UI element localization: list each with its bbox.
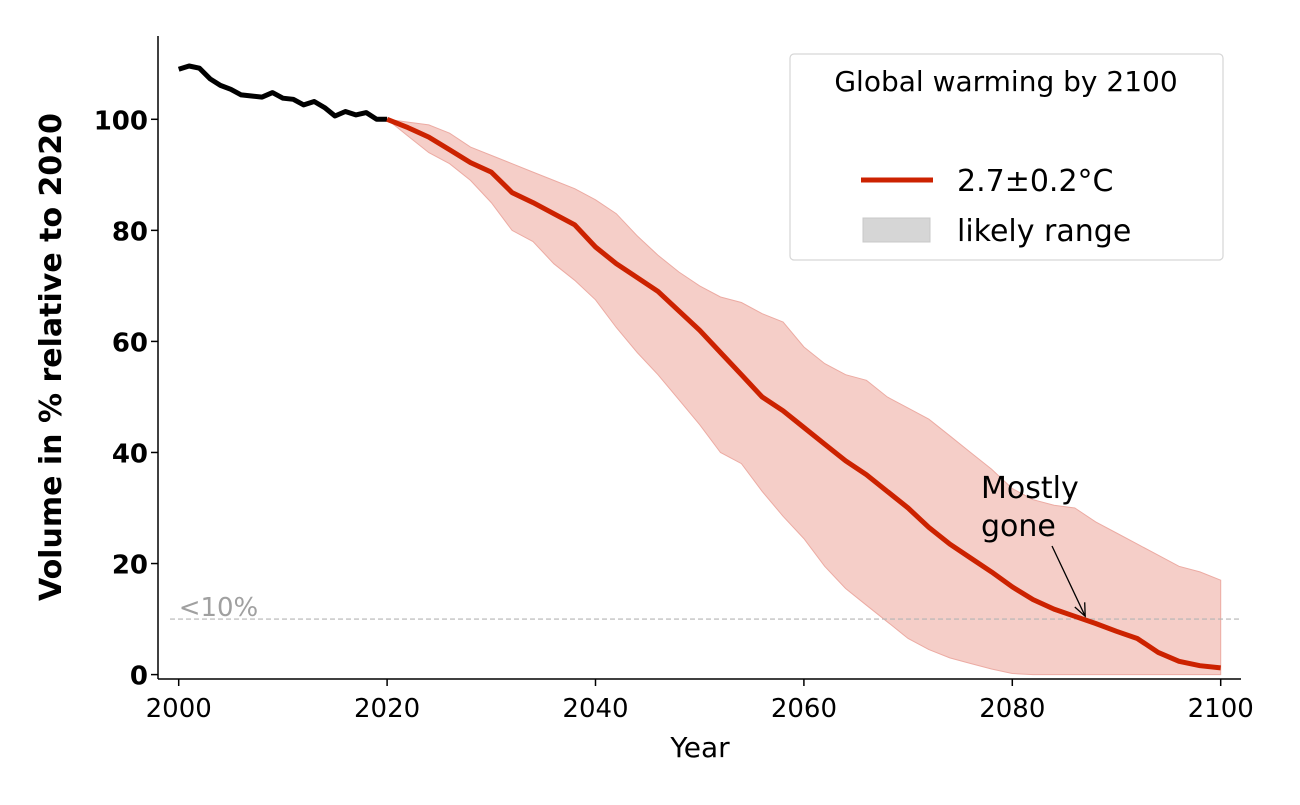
annotation-arrow	[1051, 545, 1086, 617]
y-tick-label: 20	[112, 551, 148, 581]
x-tick-label: 2020	[354, 694, 420, 724]
annotation-line-1: Mostly	[981, 471, 1079, 506]
annotation-arrowhead	[1074, 602, 1086, 618]
legend-swatch-likely-range	[862, 217, 931, 243]
x-tick-label: 2000	[146, 694, 212, 724]
legend-label-projection: 2.7±0.2°C	[957, 164, 1114, 199]
y-axis-title: Volume in % relative to 2020	[34, 113, 69, 601]
legend-title: Global warming by 2100	[834, 65, 1177, 98]
x-axis-title: Year	[669, 731, 730, 764]
annotation-line-2: gone	[981, 509, 1056, 544]
x-tick-label: 2100	[1188, 694, 1254, 724]
threshold-label: <10%	[179, 593, 259, 623]
legend-frame	[789, 53, 1224, 261]
legend: Global warming by 2100 2.7±0.2°C likely …	[789, 53, 1224, 261]
historical-line	[177, 63, 388, 122]
y-tick-label: 60	[112, 328, 148, 358]
likely-range-band	[385, 118, 1222, 676]
x-tick-label: 2060	[771, 694, 837, 724]
x-tick-label: 2080	[979, 694, 1045, 724]
y-tick-label: 0	[130, 662, 148, 692]
x-tick-label: 2040	[562, 694, 628, 724]
y-tick-label: 40	[112, 439, 148, 469]
y-tick-label: 80	[112, 217, 148, 247]
y-tick-label: 100	[94, 106, 148, 136]
legend-label-likely-range: likely range	[957, 214, 1131, 249]
projection-line	[386, 116, 1221, 671]
